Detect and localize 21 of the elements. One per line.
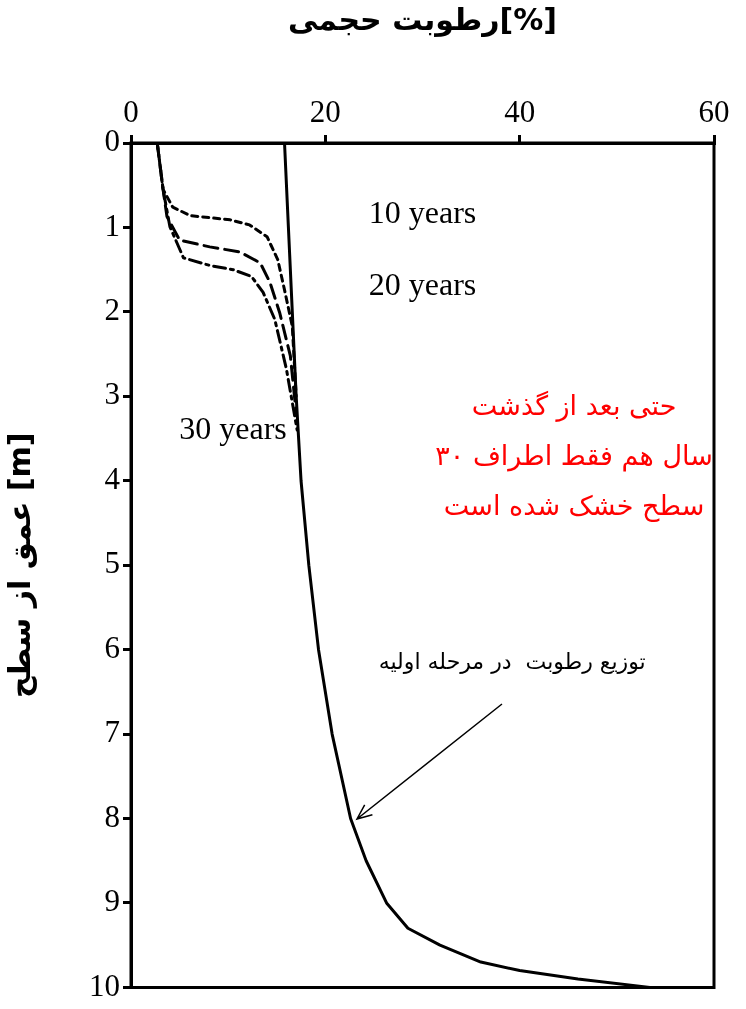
x-axis-title: رطوبت حجمی[%]	[288, 1, 557, 37]
y-tick-label: 8	[104, 798, 120, 834]
x-tick-label: 40	[504, 93, 536, 129]
y-tick-label: 3	[104, 376, 120, 412]
y-tick-label: 6	[104, 629, 120, 665]
y-tick-label: 1	[104, 207, 120, 243]
y-tick-label: 7	[104, 714, 120, 750]
y-tick-label: 9	[104, 883, 120, 919]
y-axis-title: عمق از سطح [m]	[1, 432, 37, 698]
annotation: حتی بعد از گذشت ۳۰ سال هم فقط اطراف سطح خشک شده است	[435, 390, 713, 523]
y-tick-label: 10	[89, 967, 120, 1003]
y-tick-label: 0	[104, 123, 120, 159]
annotation: 30 years	[179, 409, 287, 446]
annotation: 20 years	[368, 265, 477, 302]
x-tick-label: 20	[309, 93, 341, 129]
y-tick-label: 5	[104, 545, 120, 581]
y-tick-label: 4	[104, 460, 121, 496]
y-tick-label: 2	[104, 292, 120, 328]
annotation: 10 years	[368, 194, 477, 231]
annotation: توزیع رطوبت در مرحله اولیه	[378, 649, 646, 675]
x-tick-label: 60	[698, 93, 730, 129]
